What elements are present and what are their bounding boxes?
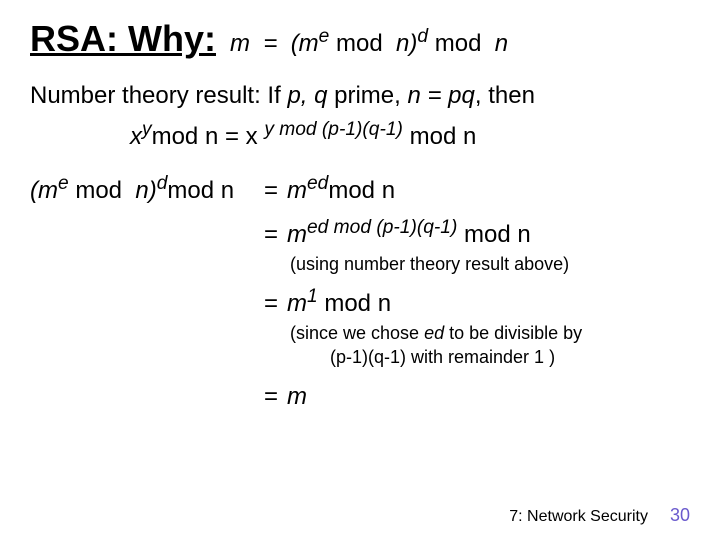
eq-mod1: mod (336, 30, 383, 57)
d3-rhs: m1 mod n (287, 286, 391, 318)
d4-eq: = (255, 383, 287, 411)
derive-row-2: = med mod (p-1)(q-1) mod n (30, 217, 690, 249)
theorem-lead: Number theory result: If (30, 82, 287, 109)
eq-m: m (230, 30, 250, 57)
page-number: 30 (670, 505, 690, 526)
title-row: RSA: Why: m = (me mod n)d mod n (30, 18, 690, 60)
theorem-exp2: y mod (p-1)(q-1) (264, 119, 403, 140)
d3-m: m (287, 290, 307, 317)
footer-text: 7: Network Security (509, 508, 648, 526)
eq-d: d (417, 26, 428, 47)
theorem-neq: n = pq (407, 82, 474, 109)
derive-row-3: = m1 mod n (30, 286, 690, 318)
d2-modn: mod n (457, 221, 530, 248)
d1-mod: mod (75, 177, 122, 204)
derive-row-4: = m (30, 383, 690, 411)
theorem-modn1: mod n = x (152, 123, 258, 150)
d2-m: m (287, 221, 307, 248)
d3-eq: = (255, 290, 287, 318)
d1-rhs: medmod n (287, 173, 395, 205)
title-equation: m = (me mod n)d mod n (230, 26, 508, 58)
d1-modn: mod n (167, 177, 234, 204)
eq-n2: n (495, 30, 508, 57)
eq-open: (m (291, 30, 319, 57)
d2-exp: ed mod (p-1)(q-1) (307, 217, 457, 238)
theorem-pq: p, q (287, 82, 327, 109)
d3-one: 1 (307, 286, 318, 307)
note-2a: (since we chose ed to be divisible by (30, 322, 690, 345)
eq-equals: = (263, 30, 277, 57)
theorem-line1: Number theory result: If p, q prime, n =… (30, 78, 690, 114)
d1-n: n) (135, 177, 156, 204)
derivation: (me mod n)dmod n = medmod n = med mod (p… (30, 173, 690, 411)
derive-row-1: (me mod n)dmod n = medmod n (30, 173, 690, 205)
d3-modn: mod n (318, 290, 391, 317)
slide-title: RSA: Why: (30, 18, 216, 60)
note-1: (using number theory result above) (30, 253, 690, 276)
footer: 7: Network Security 30 (509, 505, 690, 526)
note-2b: (p-1)(q-1) with remainder 1 ) (30, 346, 690, 369)
theorem-prime: prime, (327, 82, 407, 109)
d2-rhs: med mod (p-1)(q-1) mod n (287, 217, 531, 249)
theorem-y1: y (142, 119, 152, 140)
theorem-then: , then (475, 82, 535, 109)
d1-open: (m (30, 177, 58, 204)
d1-rmodn: mod n (328, 177, 395, 204)
d1-lhs: (me mod n)dmod n (30, 173, 255, 205)
theorem-line2: xymod n = x y mod (p-1)(q-1) mod n (30, 116, 690, 155)
d1-eq: = (255, 177, 287, 205)
d1-e: e (58, 173, 69, 194)
eq-mod2: mod (435, 30, 482, 57)
d4-m: m (287, 383, 307, 411)
note2a: (since we chose (290, 323, 424, 343)
slide: RSA: Why: m = (me mod n)d mod n Number t… (0, 0, 720, 540)
d1-rm: m (287, 177, 307, 204)
eq-n1: n) (396, 30, 417, 57)
note2b: ed (424, 323, 444, 343)
d1-red: ed (307, 173, 328, 194)
eq-e: e (319, 26, 330, 47)
d1-d: d (157, 173, 168, 194)
note2c: to be divisible by (444, 323, 582, 343)
d2-eq: = (255, 221, 287, 249)
theorem-x1: x (130, 123, 142, 150)
theorem-modn2: mod n (403, 123, 476, 150)
